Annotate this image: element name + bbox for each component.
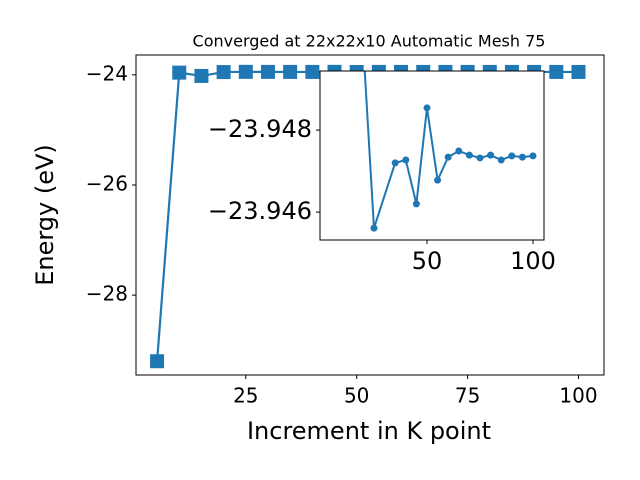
x-axis-label: Increment in K point: [247, 417, 491, 445]
data-point: [549, 64, 564, 79]
y-tick-label: −23.948: [208, 115, 312, 143]
data-point: [216, 65, 231, 80]
data-point: [487, 151, 495, 159]
data-point: [412, 200, 420, 208]
x-tick-label: 25: [233, 384, 258, 408]
data-point: [423, 104, 431, 112]
data-point: [571, 64, 586, 79]
axes-frame: [135, 54, 605, 376]
data-point: [508, 152, 516, 160]
axes-background: [320, 71, 544, 240]
axes-frame: [319, 70, 545, 241]
x-tick-label: 100: [559, 384, 597, 408]
data-point: [370, 224, 378, 232]
data-point: [529, 152, 537, 160]
x-tick-label: 75: [455, 384, 480, 408]
x-tick-label: 50: [344, 384, 369, 408]
data-point: [391, 159, 399, 167]
data-line: [363, 71, 534, 229]
data-point: [465, 151, 473, 159]
x-tick-label: 100: [510, 247, 556, 275]
data-point: [283, 64, 298, 79]
plot-area: [363, 71, 537, 232]
data-point: [434, 176, 442, 184]
data-point: [476, 154, 484, 162]
y-tick-label: −24: [86, 61, 128, 85]
data-point: [172, 65, 187, 80]
data-point: [497, 156, 505, 164]
y-tick-label: −28: [86, 282, 128, 306]
data-point: [260, 64, 275, 79]
data-point: [518, 153, 526, 161]
data-point: [444, 153, 452, 161]
y-axis-label: Energy (eV): [31, 144, 59, 286]
y-tick-label: −26: [86, 171, 128, 195]
data-point: [305, 64, 320, 79]
data-point: [455, 147, 463, 155]
y-tick-label: −23.946: [208, 197, 312, 225]
data-point: [194, 68, 209, 83]
data-point: [402, 156, 410, 164]
data-point: [238, 64, 253, 79]
x-tick-label: 50: [412, 247, 443, 275]
chart-title: Converged at 22x22x10 Automatic Mesh 75: [193, 32, 546, 51]
data-point: [150, 354, 165, 369]
